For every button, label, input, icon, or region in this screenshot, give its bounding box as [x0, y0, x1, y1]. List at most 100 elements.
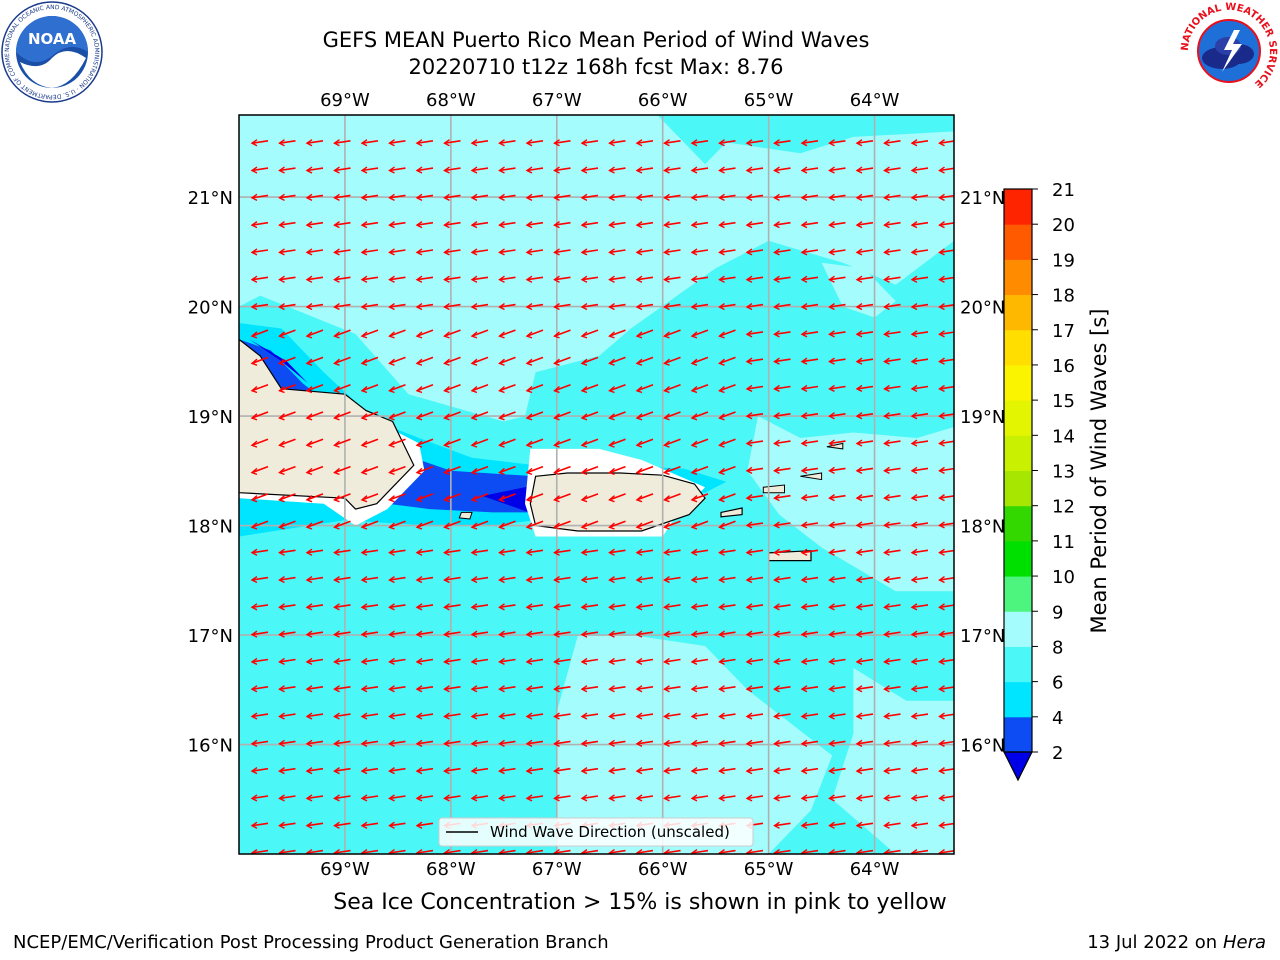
wave-direction-arrowhead — [580, 193, 588, 201]
wave-direction-arrow — [856, 303, 874, 308]
wave-direction-arrowhead — [828, 193, 835, 201]
wave-direction-arrowhead — [938, 848, 945, 854]
colorbar-segment — [1004, 611, 1032, 647]
wave-direction-arrowhead — [718, 166, 725, 174]
wave-direction-arrowhead — [553, 275, 560, 283]
wave-direction-arrowhead — [360, 467, 368, 476]
wave-direction-arrowhead — [498, 739, 505, 747]
wave-direction-arrow — [471, 276, 489, 281]
wave-direction-arrow — [554, 167, 571, 172]
wave-direction-arrow — [801, 686, 819, 690]
wave-direction-arrowhead — [828, 412, 835, 420]
wave-direction-arrow — [774, 249, 791, 254]
wave-direction-arrow — [251, 604, 269, 609]
wave-direction-arrow — [361, 713, 379, 718]
wave-direction-arrowhead — [938, 302, 945, 311]
wave-direction-arrow — [251, 740, 269, 745]
wave-direction-arrowhead — [690, 522, 698, 530]
wave-direction-arrow — [664, 303, 681, 308]
wave-direction-arrow — [334, 520, 351, 528]
wave-direction-arrowhead — [553, 767, 560, 775]
wave-direction-arrow — [389, 276, 406, 281]
wave-direction-arrowhead — [690, 630, 698, 638]
colorbar-segment — [1004, 259, 1032, 296]
wave-direction-arrow — [884, 140, 901, 144]
wave-direction-arrowhead — [938, 439, 945, 447]
wave-direction-arrow — [499, 221, 516, 226]
wave-direction-arrow — [334, 822, 351, 827]
wave-direction-arrow — [251, 849, 269, 854]
wave-direction-arrowhead — [333, 739, 340, 747]
wave-direction-arrow — [939, 413, 954, 417]
wave-direction-arrowhead — [360, 685, 368, 693]
wave-direction-arrowhead — [388, 193, 395, 201]
wave-direction-arrowhead — [443, 331, 450, 339]
wave-direction-arrow — [251, 221, 269, 226]
wave-direction-arrowhead — [333, 385, 340, 394]
wave-direction-arrowhead — [855, 767, 863, 775]
wave-direction-arrow — [636, 276, 654, 281]
wave-direction-arrow — [361, 383, 379, 392]
wave-direction-arrowhead — [278, 275, 285, 283]
wave-direction-arrowhead — [360, 522, 368, 530]
wave-direction-arrowhead — [690, 275, 698, 283]
wave-direction-arrowhead — [388, 467, 395, 476]
wave-direction-arrow — [526, 767, 544, 772]
wave-direction-arrowhead — [333, 302, 340, 311]
wave-direction-arrowhead — [250, 603, 258, 611]
wave-direction-arrow — [279, 249, 296, 254]
wave-direction-arrow — [444, 795, 461, 800]
wave-direction-arrow — [911, 686, 929, 690]
wave-direction-arrow — [334, 221, 351, 226]
wave-direction-arrowhead — [883, 630, 890, 638]
wave-direction-arrow — [609, 740, 626, 745]
period-8-9s-region — [239, 115, 954, 422]
wave-direction-arrow — [829, 494, 846, 499]
lon-tick-label-bottom: 64°W — [850, 859, 900, 880]
wave-direction-arrow — [499, 740, 516, 745]
wave-direction-arrowhead — [800, 302, 808, 311]
wave-direction-arrow — [251, 822, 269, 827]
wave-direction-arrow — [691, 795, 709, 800]
wave-direction-arrowhead — [525, 413, 533, 421]
wave-direction-arrowhead — [360, 767, 368, 775]
wave-direction-arrow — [334, 411, 351, 419]
wave-direction-arrow — [691, 740, 709, 745]
wave-direction-arrowhead — [388, 166, 395, 174]
wave-direction-arrowhead — [278, 685, 285, 693]
wave-direction-arrow — [306, 221, 324, 226]
wave-direction-arrowhead — [388, 413, 395, 421]
wave-direction-arrowhead — [718, 331, 725, 339]
wave-direction-arrowhead — [305, 712, 313, 720]
wave-direction-arrow — [499, 465, 516, 474]
wave-direction-arrowhead — [553, 848, 560, 854]
wave-direction-arrow — [389, 520, 406, 528]
wave-direction-arrowhead — [938, 548, 945, 556]
wave-direction-arrow — [279, 795, 296, 800]
wave-direction-arrow — [664, 249, 681, 254]
wave-direction-arrowhead — [415, 495, 423, 503]
wave-direction-arrowhead — [800, 712, 808, 720]
wave-direction-arrow — [444, 576, 461, 581]
wave-direction-arrowhead — [690, 358, 698, 366]
wave-direction-arrowhead — [580, 358, 588, 366]
lon-tick-label-bottom: 68°W — [426, 859, 476, 880]
wave-direction-arrowhead — [250, 794, 258, 802]
wave-direction-arrowhead — [773, 685, 780, 693]
wave-direction-arrowhead — [910, 466, 918, 474]
wave-direction-arrowhead — [828, 330, 835, 338]
lat-tick-label-left: 19°N — [188, 407, 233, 428]
wave-direction-arrowhead — [278, 166, 285, 174]
wave-direction-arrow — [829, 358, 846, 363]
wave-direction-arrow — [306, 520, 324, 528]
wave-direction-arrowhead — [498, 193, 505, 201]
wave-direction-arrow — [719, 740, 736, 745]
wave-direction-arrow — [499, 276, 516, 281]
wave-direction-arrow — [801, 140, 819, 144]
arrow-legend-label: Wind Wave Direction (unscaled) — [490, 823, 730, 841]
wave-direction-arrow — [664, 167, 681, 172]
wave-direction-arrow — [361, 549, 379, 554]
wave-direction-arrow — [251, 713, 269, 718]
wave-direction-arrowhead — [800, 466, 808, 474]
wave-direction-arrowhead — [553, 522, 560, 530]
